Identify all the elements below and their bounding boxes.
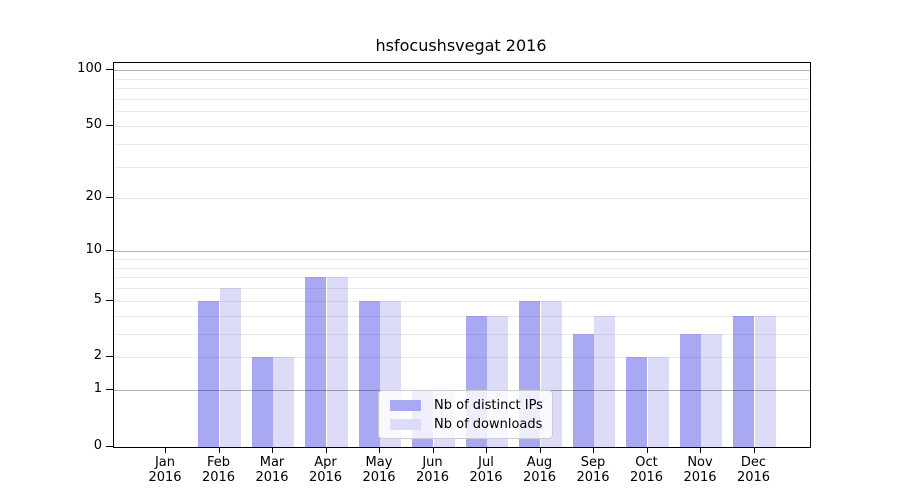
legend-swatch-distinct-ips xyxy=(390,399,421,411)
minor-gridline xyxy=(114,357,810,359)
y-tick-label: 0 xyxy=(93,438,102,453)
x-tick-label: Nov 2016 xyxy=(683,455,717,485)
y-tick-label: 10 xyxy=(85,242,102,258)
x-tick-label: Mar 2016 xyxy=(255,455,289,485)
legend-label-downloads: Nb of downloads xyxy=(434,416,543,432)
y-tick xyxy=(106,69,113,71)
x-tick-label: Dec 2016 xyxy=(736,455,771,485)
minor-gridline xyxy=(114,300,810,302)
minor-gridline xyxy=(114,88,810,90)
y-tick-label: 5 xyxy=(93,291,102,307)
bar-distinct-ips-dec xyxy=(733,315,755,447)
y-tick xyxy=(106,124,113,126)
minor-gridline xyxy=(114,198,810,200)
bar-distinct-ips-mar xyxy=(251,357,273,447)
x-tick-label: Sep 2016 xyxy=(576,455,610,485)
bar-distinct-ips-oct xyxy=(626,357,648,447)
legend: Nb of distinct IPs Nb of downloads xyxy=(378,390,553,439)
bar-downloads-mar xyxy=(273,357,295,447)
bar-distinct-ips-sep xyxy=(572,333,594,447)
y-tick-label: 50 xyxy=(85,116,102,132)
legend-swatch-downloads xyxy=(390,418,421,430)
major-gridline xyxy=(114,70,810,72)
x-tick-label: Jul 2016 xyxy=(469,455,503,485)
minor-gridline xyxy=(114,111,810,113)
minor-gridline xyxy=(114,315,810,317)
bar-distinct-ips-nov xyxy=(679,333,701,447)
chart-title: hsfocushsvegat 2016 xyxy=(375,36,547,55)
bar-distinct-ips-feb xyxy=(198,300,220,447)
x-tick-label: Apr 2016 xyxy=(308,455,343,485)
bar-downloads-nov xyxy=(701,333,723,447)
x-tick-label: Jun 2016 xyxy=(415,455,450,485)
minor-gridline xyxy=(114,277,810,279)
y-tick-label: 20 xyxy=(85,189,102,205)
y-tick xyxy=(106,299,113,301)
x-tick-label: Jan 2016 xyxy=(148,455,182,485)
minor-gridline xyxy=(114,78,810,80)
major-gridline xyxy=(114,251,810,253)
minor-gridline xyxy=(114,259,810,260)
bar-downloads-oct xyxy=(647,357,669,447)
x-tick-label: Aug 2016 xyxy=(522,455,557,485)
bar-downloads-apr xyxy=(326,277,348,447)
minor-gridline xyxy=(114,143,810,145)
minor-gridline xyxy=(114,166,810,168)
bar-distinct-ips-apr xyxy=(305,277,327,447)
y-tick-label: 2 xyxy=(93,348,102,364)
y-tick-label: 1 xyxy=(93,381,102,397)
bar-distinct-ips-may xyxy=(358,300,380,447)
minor-gridline xyxy=(114,288,810,290)
legend-entry-downloads: Nb of downloads xyxy=(390,417,552,432)
y-tick xyxy=(106,197,113,199)
minor-gridline xyxy=(114,267,810,269)
y-tick xyxy=(106,446,113,447)
minor-gridline xyxy=(114,125,810,127)
x-tick-label: Oct 2016 xyxy=(629,455,664,485)
y-tick xyxy=(106,250,113,252)
x-tick-label: May 2016 xyxy=(362,455,396,485)
bar-downloads-feb xyxy=(219,288,241,447)
bar-downloads-sep xyxy=(594,315,616,447)
y-tick-label: 100 xyxy=(77,61,102,77)
y-tick xyxy=(106,389,113,391)
y-tick xyxy=(106,356,113,358)
minor-gridline xyxy=(114,333,810,335)
legend-entry-distinct-ips: Nb of distinct IPs xyxy=(390,398,552,413)
minor-gridline xyxy=(114,98,810,100)
legend-label-distinct-ips: Nb of distinct IPs xyxy=(434,397,543,413)
bar-downloads-dec xyxy=(754,315,776,447)
x-tick-label: Feb 2016 xyxy=(201,455,236,485)
